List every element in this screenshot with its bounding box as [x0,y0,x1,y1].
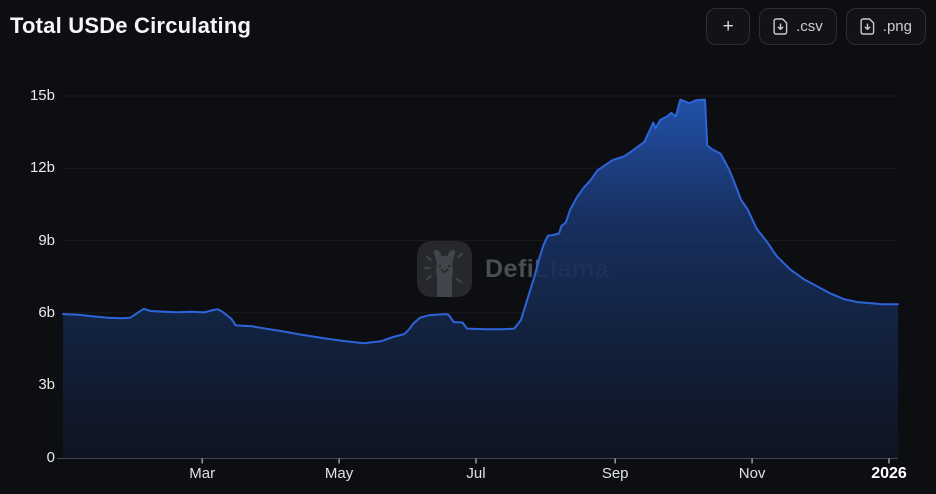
x-axis-label: Nov [738,465,766,482]
y-axis-label: 0 [46,448,55,466]
plus-icon: + [722,15,734,37]
download-file-icon [773,18,788,35]
chart-header: Total USDe Circulating + .csv .png [0,0,936,52]
y-axis-label: 12b [29,159,55,177]
page-title: Total USDe Circulating [10,13,252,38]
defillama-logo-icon [417,241,472,297]
download-csv-button[interactable]: .csv [759,8,837,45]
x-axis-label: Sep [601,465,629,482]
chart-actions: + .csv .png [706,8,926,45]
png-button-label: .png [882,18,912,35]
series-line [62,98,899,345]
y-axis-label: 9b [38,231,55,249]
x-axis-label: Jul [466,465,486,482]
y-axis-label: 3b [38,376,55,394]
x-axis-label: May [324,465,354,482]
csv-button-label: .csv [796,18,823,35]
download-png-button[interactable]: .png [845,8,926,45]
x-axis-label: Mar [189,465,216,482]
download-file-icon [860,18,875,35]
y-axis-label: 15b [29,87,55,104]
add-chart-button[interactable]: + [706,8,751,45]
y-axis-label: 6b [38,303,55,321]
area-fill [63,99,898,459]
x-axis-label: 2026 [871,465,907,482]
